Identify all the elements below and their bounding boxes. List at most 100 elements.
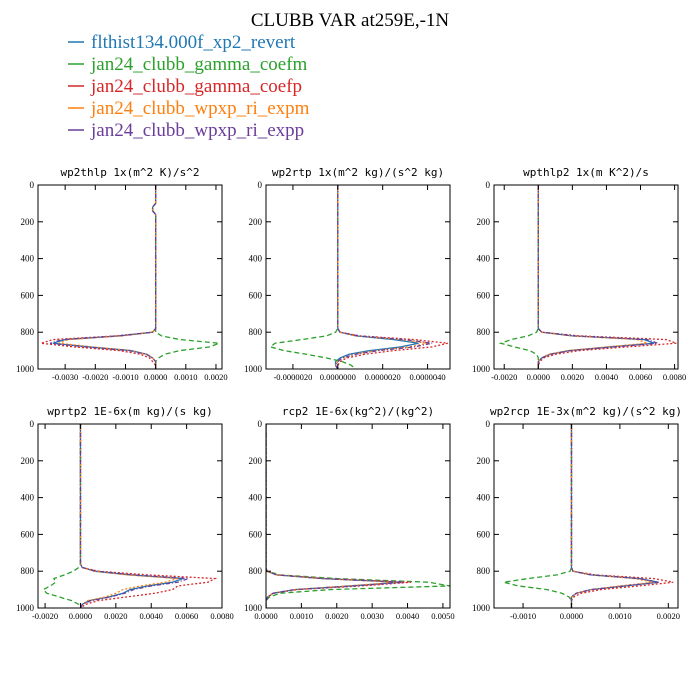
y-tick-label: 200 (477, 456, 491, 466)
series-group (498, 185, 677, 369)
y-tick-label: 400 (21, 254, 35, 264)
y-tick-label: 1000 (472, 364, 491, 374)
series-line-4 (334, 185, 428, 369)
y-tick-label: 800 (477, 566, 491, 576)
series-line-4 (266, 424, 397, 608)
y-tick-label: 400 (249, 254, 263, 264)
x-tick-label: 0.0080 (663, 372, 686, 382)
x-tick-label: 0.0050 (431, 611, 454, 621)
y-tick-label: 800 (249, 327, 263, 337)
series-line-1 (79, 424, 184, 608)
x-tick-label: 0.0000 (560, 611, 583, 621)
y-tick-label: 400 (249, 493, 263, 503)
y-tick-label: 1000 (472, 603, 491, 613)
x-tick-label: -0.0030 (52, 372, 78, 382)
series-line-4 (537, 185, 648, 369)
y-tick-label: 200 (21, 456, 35, 466)
series-line-1 (537, 185, 655, 369)
x-tick-label: 0.0010 (290, 611, 313, 621)
y-tick-label: 600 (249, 529, 263, 539)
y-tick-label: 0 (258, 419, 263, 429)
y-tick-label: 600 (21, 290, 35, 300)
y-tick-label: 200 (477, 217, 491, 227)
y-tick-label: 600 (477, 290, 491, 300)
series-line-4 (58, 185, 157, 369)
x-tick-label: 0.0020 (204, 372, 227, 382)
x-tick-label: 0.0000020 (365, 372, 401, 382)
y-tick-label: 1000 (16, 364, 35, 374)
series-group (266, 424, 450, 608)
y-tick-label: 400 (477, 254, 491, 264)
legend: flthist134.000f_xp2_revertjan24_clubb_ga… (68, 32, 310, 141)
series-line-5 (79, 424, 189, 608)
series-line-4 (570, 424, 654, 608)
series-line-5 (334, 185, 433, 369)
series-group (42, 424, 218, 608)
x-tick-label: 0.0000040 (409, 372, 445, 382)
panel-5: rcp2 1E-6x(kg^2)/(kg^2) 0 200 400 600 800 1000… (244, 405, 455, 621)
legend-label: jan24_clubb_gamma_coefp (90, 76, 302, 97)
x-tick-label: 0.0020 (104, 611, 127, 621)
y-tick-label: 800 (249, 566, 263, 576)
series-line-2 (503, 424, 573, 608)
legend-label: jan24_clubb_gamma_coefm (90, 54, 308, 75)
legend-label: jan24_clubb_wpxp_ri_expp (90, 120, 304, 141)
panel-1: wp2thlp 1x(m^2 K)/s^2 0 200 400 600 800 1000 -0… (16, 166, 228, 382)
series-group (269, 185, 448, 369)
x-tick-label: -0.0010 (112, 372, 138, 382)
panel-4: wprtp2 1E-6x(m kg)/(s kg) 0 200 400 600 800 10… (16, 405, 234, 621)
y-tick-label: 1000 (16, 603, 35, 613)
series-line-3 (79, 424, 218, 608)
series-group (40, 185, 220, 369)
y-tick-label: 0 (486, 419, 491, 429)
x-tick-label: 0.0020 (561, 372, 584, 382)
legend-label: flthist134.000f_xp2_revert (91, 32, 296, 53)
plot-frame (493, 423, 679, 609)
legend-label: jan24_clubb_wpxp_ri_expm (90, 98, 310, 119)
x-tick-label: -0.0010 (510, 611, 536, 621)
x-tick-label: 0.0000 (254, 611, 277, 621)
series-group (503, 424, 674, 608)
y-tick-label: 200 (21, 217, 35, 227)
x-tick-label: -0.0020 (82, 372, 108, 382)
y-tick-label: 600 (21, 529, 35, 539)
series-line-1 (334, 185, 419, 369)
plot-frame (493, 184, 679, 370)
x-tick-label: 0.0000 (69, 611, 92, 621)
x-tick-label: 0.0080 (210, 611, 233, 621)
y-tick-label: 600 (249, 290, 263, 300)
series-line-2 (498, 185, 539, 369)
series-line-3 (337, 185, 448, 369)
y-tick-label: 400 (477, 493, 491, 503)
panel-3: wpthlp2 1x(m K^2)/s 0 200 400 600 800 1000-0.0… (472, 166, 686, 382)
x-tick-label: -0.0020 (491, 372, 517, 382)
x-tick-label: 0.0020 (657, 611, 680, 621)
x-tick-label: 0.0000 (144, 372, 167, 382)
x-tick-label: -0.0020 (32, 611, 58, 621)
x-tick-label: 0.0040 (396, 611, 419, 621)
panel-2: wp2rtp 1x(m^2 kg)/(s^2 kg) 0 200 400 600 800 1… (244, 166, 451, 382)
series-line-5 (570, 424, 659, 608)
series-line-4 (79, 424, 178, 608)
figure-title: CLUBB VAR at259E,-1N (251, 10, 450, 31)
series-line-2 (266, 424, 450, 608)
y-tick-label: 800 (477, 327, 491, 337)
x-tick-label: 0.0000 (527, 372, 550, 382)
y-tick-label: 400 (21, 493, 35, 503)
series-line-2 (42, 424, 82, 608)
plot-frame (37, 423, 223, 609)
series-line-5 (537, 185, 658, 369)
y-tick-label: 200 (249, 456, 263, 466)
y-tick-label: 800 (21, 327, 35, 337)
y-tick-label: 1000 (244, 603, 263, 613)
x-tick-label: 0.0060 (629, 372, 652, 382)
x-tick-label: 0.0010 (174, 372, 197, 382)
plot-frame (37, 184, 223, 370)
series-line-2 (269, 185, 357, 369)
panel-title: wpthlp2 1x(m K^2)/s (523, 166, 649, 179)
x-tick-label: 0.0060 (175, 611, 198, 621)
y-tick-label: 200 (249, 217, 263, 227)
plot-frame (265, 184, 451, 370)
x-tick-label: 0.0030 (360, 611, 383, 621)
